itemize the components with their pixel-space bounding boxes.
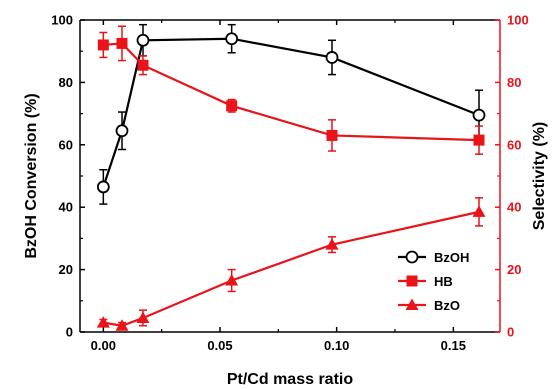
y-right-tick-label: 40	[507, 200, 521, 215]
series-line-bzoh	[102, 37, 480, 188]
legend-marker-bzo	[405, 298, 419, 310]
x-tick-label: 0.15	[441, 338, 466, 353]
data-point-hb	[473, 134, 485, 146]
y-right-tick-label: 80	[507, 75, 521, 90]
y-right-tick-label: 0	[507, 325, 514, 340]
data-point-hb	[326, 129, 338, 141]
legend-marker-hb	[406, 275, 418, 287]
data-point-bzoh	[472, 108, 486, 122]
y-left-tick-label: 0	[66, 325, 73, 340]
data-point-bzo	[325, 238, 339, 250]
series-line-hb	[103, 42, 480, 142]
legend-marker-bzoh	[405, 250, 419, 264]
data-point-bzoh	[325, 51, 339, 64]
y-right-tick-label: 60	[507, 137, 521, 152]
data-point-bzo	[115, 319, 129, 331]
data-point-bzo	[136, 311, 150, 323]
x-tick-label: 0.00	[91, 338, 116, 353]
data-point-hb	[116, 37, 128, 49]
chart-marks: 0.00 0.05 0.10 0.15 0 0 20 20 40 40 60 60 80 80 100 100	[51, 13, 528, 354]
data-point-bzoh	[136, 33, 150, 47]
data-point-bzoh	[225, 32, 239, 46]
legend-label-hb: HB	[434, 274, 453, 289]
y-right-tick-label: 100	[507, 13, 529, 28]
y-left-tick-label: 60	[59, 137, 73, 152]
data-point-bzo	[472, 205, 486, 217]
y-right-tick-label: 20	[507, 262, 521, 277]
data-point-hb	[226, 100, 238, 112]
data-point-bzoh	[96, 180, 110, 194]
data-point-bzo	[225, 274, 239, 286]
y-axis-right-title: Selectivity (%)	[531, 122, 548, 230]
legend: BzOH HB BzO	[398, 250, 469, 313]
data-point-hb	[137, 59, 149, 71]
series-line-bzo	[103, 210, 480, 327]
data-point-bzo	[96, 316, 110, 328]
legend-label-bzoh: BzOH	[434, 250, 469, 265]
x-tick-label: 0.10	[324, 338, 349, 353]
y-left-tick-label: 40	[59, 200, 73, 215]
x-tick-label: 0.05	[207, 338, 232, 353]
data-point-hb	[97, 39, 109, 51]
y-left-tick-label: 20	[59, 262, 73, 277]
y-axis-left-title: BzOH Conversion (%)	[23, 93, 40, 258]
x-axis-title: Pt/Cd mass ratio	[227, 371, 353, 388]
legend-label-bzo: BzO	[434, 298, 460, 313]
y-left-tick-label: 80	[59, 75, 73, 90]
data-point-bzoh	[115, 124, 129, 138]
y-left-tick-label: 100	[51, 13, 73, 28]
